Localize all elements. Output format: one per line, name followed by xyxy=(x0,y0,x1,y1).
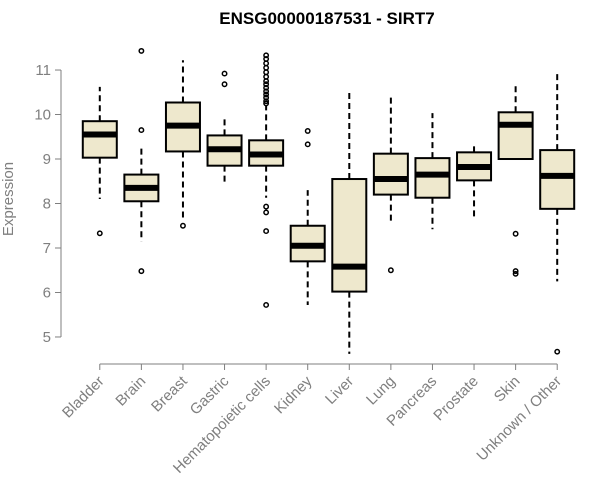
y-tick-label: 10 xyxy=(34,107,51,124)
outlier-point xyxy=(263,84,270,91)
iqr-box xyxy=(372,152,409,196)
box-bladder xyxy=(81,86,118,237)
iqr-box xyxy=(331,178,368,293)
outlier-point xyxy=(263,78,270,85)
x-tick-label: Lung xyxy=(363,373,399,409)
box-brain xyxy=(123,47,160,275)
outlier-point xyxy=(221,81,228,88)
box-skin xyxy=(497,84,534,277)
box-unknown-other xyxy=(539,70,576,355)
box-gastric xyxy=(206,70,243,183)
iqr-box xyxy=(497,111,534,161)
iqr-box xyxy=(539,149,576,210)
outlier-point xyxy=(263,98,270,105)
outlier-point xyxy=(263,228,270,235)
iqr-box xyxy=(414,157,451,199)
y-axis: 5 6 7 8 9 10 11 xyxy=(34,62,62,346)
y-tick-label: 5 xyxy=(43,329,51,346)
outlier-point xyxy=(263,301,270,308)
outlier-point xyxy=(138,268,145,275)
plot-area xyxy=(81,47,576,355)
iqr-box xyxy=(81,120,118,159)
y-tick-label: 7 xyxy=(43,240,51,257)
outlier-point xyxy=(304,141,311,148)
x-tick-label: Breast xyxy=(148,372,191,415)
x-tick-label: Liver xyxy=(322,373,357,408)
box-liver xyxy=(331,92,368,354)
y-axis-label: Expression xyxy=(0,162,17,236)
outlier-point xyxy=(263,100,270,107)
box-kidney xyxy=(289,128,326,305)
box-breast xyxy=(164,60,201,229)
outlier-point xyxy=(304,128,311,134)
box-prostate xyxy=(456,143,493,218)
x-tick-label: Skin xyxy=(491,373,524,406)
y-tick-label: 6 xyxy=(43,284,51,301)
outlier-point xyxy=(138,127,145,134)
box-hematopoietic-cells xyxy=(248,52,285,308)
outlier-point xyxy=(263,88,270,95)
outlier-point xyxy=(263,203,270,210)
box-pancreas xyxy=(414,113,451,230)
chart-title: ENSG00000187531 - SIRT7 xyxy=(219,9,434,28)
outlier-point xyxy=(180,222,186,229)
x-tick-label: Brain xyxy=(112,373,149,410)
y-tick-label: 9 xyxy=(43,151,51,168)
x-tick-label: Bladder xyxy=(59,373,108,422)
outlier-point xyxy=(387,267,394,274)
outlier-point xyxy=(263,91,270,98)
outlier-point xyxy=(512,270,519,277)
outlier-point xyxy=(96,230,103,237)
box-lung xyxy=(372,97,409,274)
outlier-point xyxy=(263,209,270,216)
y-tick-label: 8 xyxy=(43,196,51,213)
outlier-point xyxy=(512,230,519,237)
outlier-point xyxy=(512,268,519,275)
outlier-point xyxy=(263,94,270,101)
outlier-point xyxy=(221,70,228,77)
outlier-point xyxy=(554,348,561,355)
x-tick-label: Prostate xyxy=(430,373,482,425)
y-tick-label: 11 xyxy=(35,62,51,79)
outlier-point xyxy=(138,47,145,54)
x-tick-label: Kidney xyxy=(271,372,316,417)
outlier-point xyxy=(263,81,270,88)
outlier-point xyxy=(263,52,270,59)
